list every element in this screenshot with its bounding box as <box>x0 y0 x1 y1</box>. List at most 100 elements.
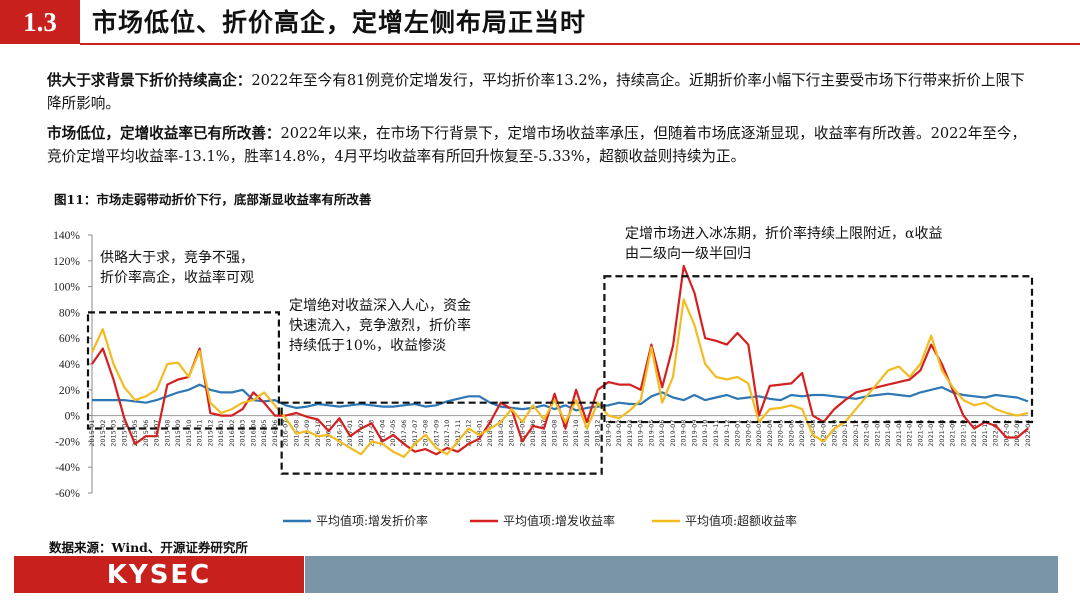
x-tick-label: 2022-03 <box>1013 420 1021 447</box>
x-tick-label: 2016-11 <box>325 420 333 447</box>
x-tick-label: 2018-05 <box>518 420 526 447</box>
x-tick-label: 2018-11 <box>583 420 591 447</box>
x-tick-label: 2021-01 <box>863 420 871 447</box>
x-tick-label: 2017-10 <box>443 420 451 447</box>
x-tick-label: 2017-03 <box>368 420 376 447</box>
x-tick-label: 2015-02 <box>99 420 107 447</box>
x-tick-label: 2021-12 <box>981 420 989 447</box>
paragraph-returns: 市场低位，定增收益率已有所改善：2022年以来，在市场下行背景下，定增市场收益率… <box>47 122 1037 168</box>
region-box-3 <box>603 275 1034 424</box>
x-tick-label: 2015-09 <box>174 420 182 447</box>
x-tick-label: 2017-05 <box>389 420 397 447</box>
paragraph-lead: 市场低位，定增收益率已有所改善： <box>47 125 281 142</box>
x-tick-label: 2022-01 <box>992 420 1000 447</box>
x-tick-label: 2021-02 <box>873 420 881 447</box>
x-tick-label: 2019-05 <box>647 420 655 447</box>
x-tick-label: 2020-09 <box>820 420 828 447</box>
y-tick-label: 100% <box>53 282 80 294</box>
x-tick-label: 2017-01 <box>346 420 354 447</box>
header-divider <box>80 43 1080 45</box>
x-tick-label: 2019-08 <box>680 420 688 447</box>
x-tick-label: 2019-12 <box>723 420 731 447</box>
x-tick-label: 2016-03 <box>239 420 247 447</box>
y-tick-label: 80% <box>59 307 81 319</box>
x-tick-label: 2021-07 <box>927 420 935 447</box>
x-tick-label: 2018-10 <box>572 420 580 447</box>
annotation-text: 快速流入，竞争激烈，折价率 <box>289 317 471 334</box>
x-tick-label: 2016-05 <box>260 420 268 447</box>
x-tick-label: 2016-01 <box>217 420 225 447</box>
x-tick-label: 2020-03 <box>755 420 763 447</box>
figure-caption: 图11：市场走弱带动折价下行，底部渐显收益率有所改善 <box>54 192 372 207</box>
x-tick-label: 2017-09 <box>432 420 440 447</box>
x-tick-label: 2018-06 <box>529 420 537 447</box>
x-tick-label: 2016-06 <box>271 420 279 447</box>
y-tick-label: 60% <box>59 333 81 345</box>
x-tick-label: 2018-02 <box>486 420 494 447</box>
x-tick-label: 2020-06 <box>787 420 795 447</box>
x-tick-label: 2017-12 <box>465 420 473 447</box>
x-tick-label: 2021-10 <box>959 420 967 447</box>
x-tick-label: 2020-10 <box>830 420 838 447</box>
x-tick-label: 2018-08 <box>551 420 559 447</box>
x-tick-label: 2020-12 <box>852 420 860 447</box>
y-tick-label: -20% <box>55 436 80 448</box>
legend-label: 平均值项:增发折价率 <box>316 513 428 528</box>
kysec-logo: KYSEC <box>106 559 212 590</box>
x-tick-label: 2015-12 <box>206 420 214 447</box>
line-chart: -60% -40% -20% 0% 20% 40% 60% 80% 100% 120% 140% 20… <box>53 225 1034 528</box>
annotation-text: 供略大于求，竞争不强， <box>100 249 254 266</box>
y-tick-label: -40% <box>55 462 80 474</box>
section-number: 1.3 <box>0 0 80 44</box>
x-tick-label: 2015-11 <box>196 420 204 447</box>
y-tick-label: 40% <box>59 359 81 371</box>
x-tick-label: 2015-10 <box>185 420 193 447</box>
x-tick-label: 2018-04 <box>508 420 516 447</box>
x-tick-label: 2020-02 <box>744 420 752 447</box>
series-line-3 <box>91 298 1029 458</box>
x-tick-label: 2020-11 <box>841 420 849 447</box>
x-tick-label: 2016-07 <box>282 420 290 447</box>
y-tick-label: -60% <box>55 488 80 500</box>
x-tick-label: 2022-04 <box>1024 420 1032 447</box>
x-tick-label: 2015-06 <box>142 420 150 447</box>
annotation-text: 折价率高企，收益率可观 <box>100 269 254 286</box>
x-tick-label: 2015-03 <box>110 420 118 447</box>
region-box-1 <box>86 311 280 430</box>
x-tick-label: 2019-03 <box>626 420 634 447</box>
x-tick-label: 2019-09 <box>690 420 698 447</box>
x-tick-label: 2015-05 <box>131 420 139 447</box>
annotation-text: 定增市场进入冰冻期，折价率持续上限附近，α收益 <box>625 225 942 242</box>
x-tick-label: 2019-02 <box>615 420 623 447</box>
paragraph-text: 2022年以来，在市场下行背景下，定增市场收益率承压，但随着市场底逐渐显现，收益… <box>47 125 1027 165</box>
x-tick-label: 2017-06 <box>400 420 408 447</box>
x-tick-label: 2022-02 <box>1002 420 1010 447</box>
x-tick-label: 2018-09 <box>561 420 569 447</box>
x-tick-label: 2021-06 <box>916 420 924 447</box>
y-tick-label: 20% <box>59 385 81 397</box>
x-tick-label: 2020-05 <box>777 420 785 447</box>
x-tick-label: 2017-04 <box>378 420 386 447</box>
x-tick-label: 2015-08 <box>163 420 171 447</box>
footer-logo-background <box>14 556 304 593</box>
x-tick-label: 2019-06 <box>658 420 666 447</box>
paragraph-text: 2022年至今有81例竞价定增发行，平均折价率13.2%，持续高企。近期折价率小… <box>47 72 1025 112</box>
x-tick-label: 2018-12 <box>594 420 602 447</box>
footer-bar <box>305 556 1058 593</box>
y-tick-label: 140% <box>53 230 80 242</box>
x-tick-label: 2016-02 <box>228 420 236 447</box>
x-tick-label: 2021-03 <box>884 420 892 447</box>
annotation-text: 由二级向一级半回归 <box>625 245 751 262</box>
x-tick-label: 2019-01 <box>604 420 612 447</box>
x-tick-label: 2017-07 <box>411 420 419 447</box>
x-tick-label: 2021-05 <box>906 420 914 447</box>
x-tick-label: 2015-04 <box>120 420 128 447</box>
x-tick-label: 2017-08 <box>422 420 430 447</box>
x-tick-label: 2019-11 <box>712 420 720 447</box>
x-tick-label: 2015-01 <box>88 420 96 447</box>
x-tick-label: 2018-01 <box>475 420 483 447</box>
region-box-2 <box>280 401 603 475</box>
legend-label: 平均值项:增发收益率 <box>503 513 615 528</box>
x-tick-label: 2020-04 <box>766 420 774 447</box>
paragraph-lead: 供大于求背景下折价持续高企： <box>47 72 252 89</box>
